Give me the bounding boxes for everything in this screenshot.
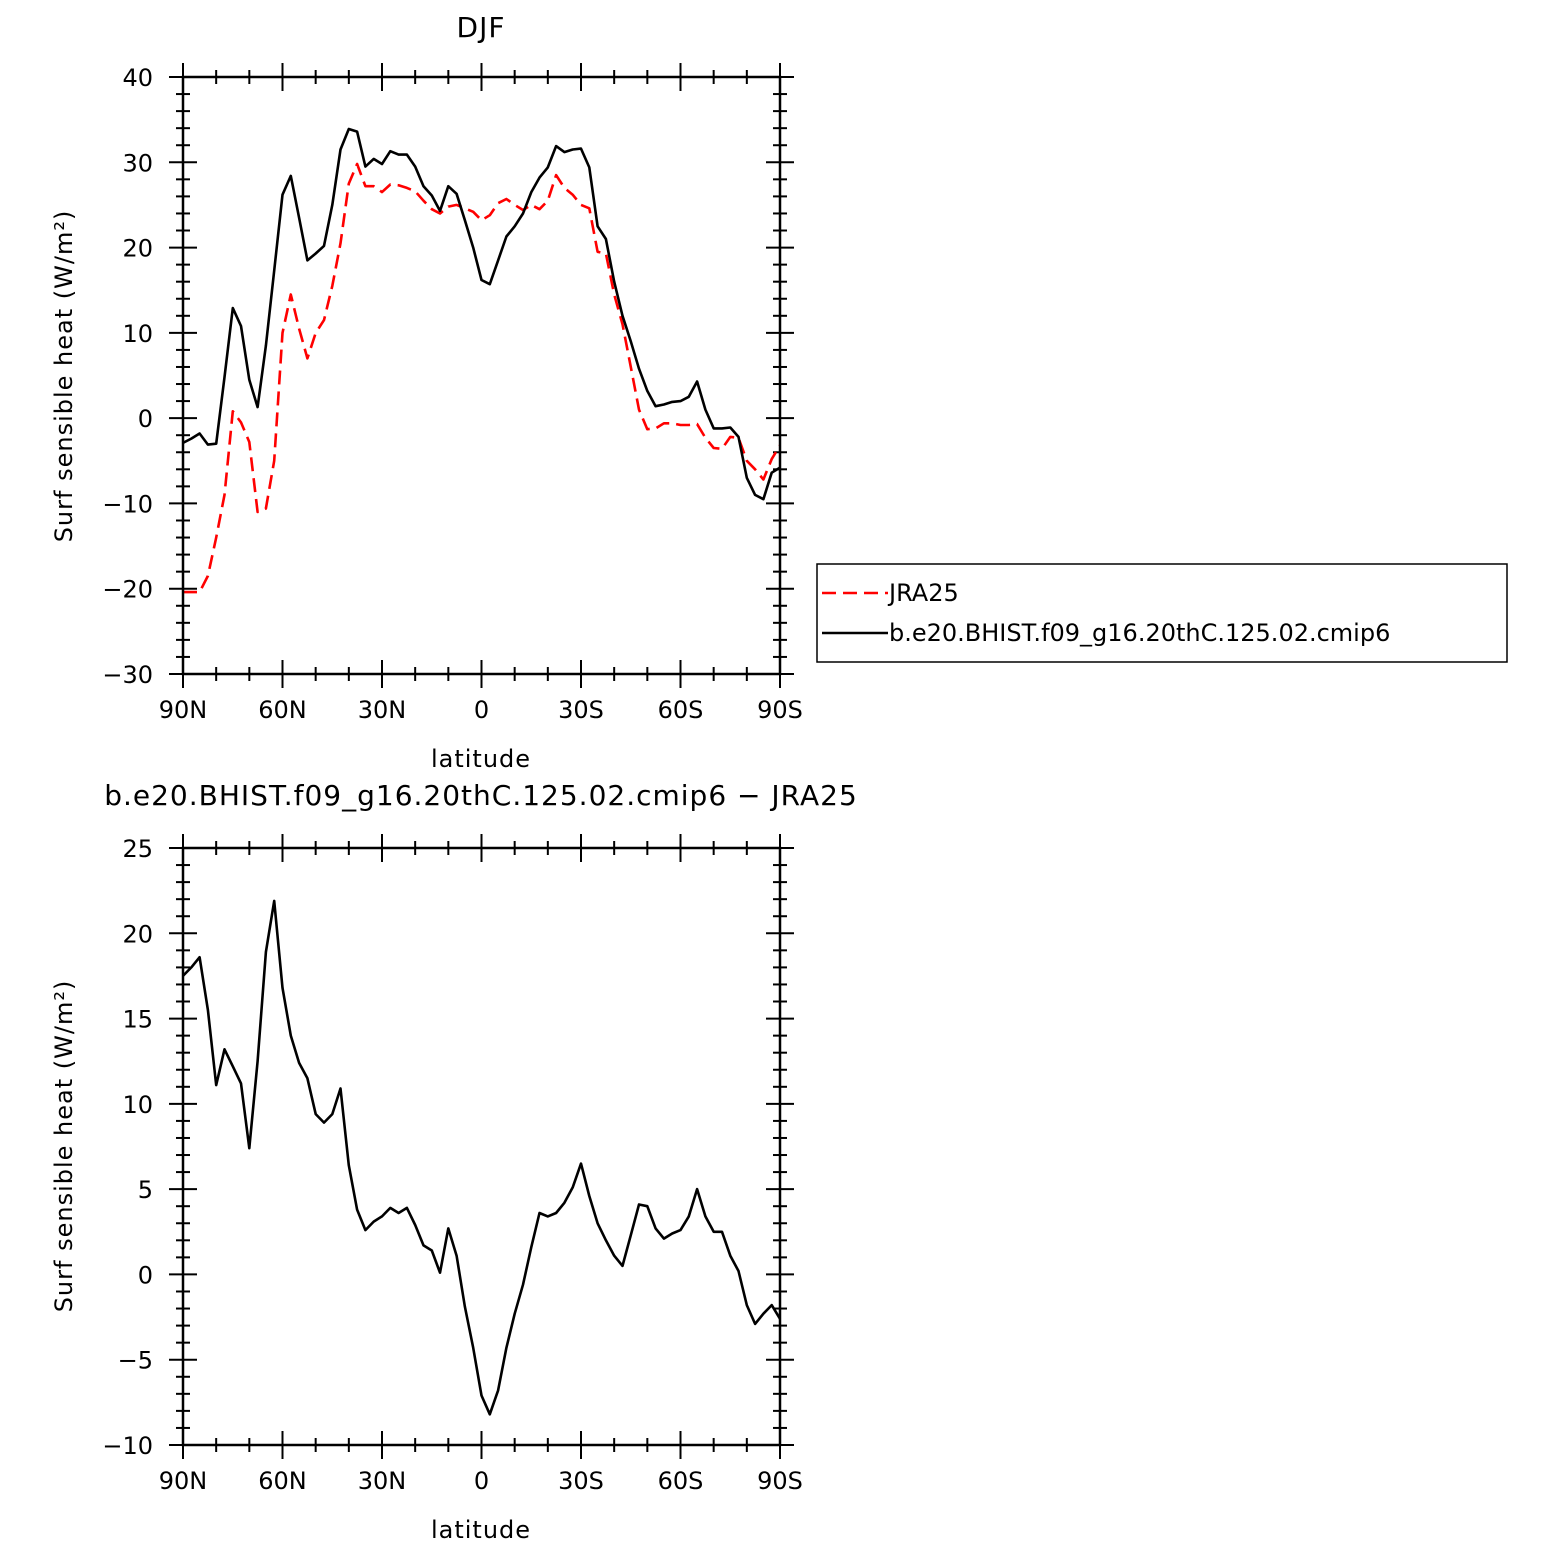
x-axis-label: latitude bbox=[431, 745, 531, 773]
legend-box bbox=[816, 563, 1508, 663]
x-tick-label: 90N bbox=[159, 696, 208, 724]
x-tick-label: 0 bbox=[474, 1467, 489, 1495]
x-tick-label: 90N bbox=[159, 1467, 208, 1495]
y-tick-label: 20 bbox=[122, 920, 153, 948]
y-tick-label: 0 bbox=[138, 1261, 153, 1289]
plot-frame bbox=[181, 75, 782, 676]
x-tick-label: 60S bbox=[658, 696, 704, 724]
y-tick-label: 0 bbox=[138, 405, 153, 433]
y-tick-label: −10 bbox=[102, 1432, 153, 1460]
y-tick-label: −5 bbox=[118, 1347, 153, 1375]
chart-panel-djf: DJF Surf sensible heat (W/m²) latitude 4… bbox=[50, 11, 803, 773]
series-lines bbox=[182, 127, 782, 594]
y-tick-label: 20 bbox=[122, 235, 153, 263]
chart-panel-difference: b.e20.BHIST.f09_g16.20thC.125.02.cmip6 −… bbox=[50, 779, 858, 1544]
y-tick-label: −30 bbox=[102, 661, 153, 689]
y-tick-label: 30 bbox=[122, 149, 153, 177]
x-tick-label: 60S bbox=[658, 1467, 704, 1495]
x-tick-label: 60N bbox=[258, 696, 307, 724]
series-line-difference bbox=[182, 899, 782, 1416]
x-tick-label: 90S bbox=[757, 1467, 803, 1495]
x-tick-label: 60N bbox=[258, 1467, 307, 1495]
chart-title: b.e20.BHIST.f09_g16.20thC.125.02.cmip6 −… bbox=[104, 779, 858, 812]
y-tick-label: −20 bbox=[102, 576, 153, 604]
x-tick-label: 0 bbox=[474, 696, 489, 724]
y-axis-label: Surf sensible heat (W/m²) bbox=[50, 980, 78, 1313]
x-axis-label: latitude bbox=[431, 1516, 531, 1544]
series-line-jra25 bbox=[183, 162, 782, 594]
x-tick-label: 90S bbox=[757, 696, 803, 724]
plot-frame bbox=[181, 846, 782, 1447]
legend-label-model: b.e20.BHIST.f09_g16.20thC.125.02.cmip6 bbox=[889, 619, 1390, 647]
legend: JRA25 b.e20.BHIST.f09_g16.20thC.125.02.c… bbox=[816, 563, 1508, 663]
y-tick-label: 15 bbox=[122, 1006, 153, 1034]
y-axis-label: Surf sensible heat (W/m²) bbox=[50, 210, 78, 543]
y-tick-label: −10 bbox=[102, 490, 153, 518]
y-tick-label: 10 bbox=[122, 320, 153, 348]
y-tick-label: 25 bbox=[122, 835, 153, 863]
y-tick-label: 10 bbox=[122, 1091, 153, 1119]
y-tick-label: 5 bbox=[138, 1176, 153, 1204]
series-lines bbox=[182, 899, 782, 1416]
series-line-b-e20-bhist-f09-g16-20thc-125-02-cmip6 bbox=[182, 127, 781, 501]
chart-title: DJF bbox=[457, 11, 506, 44]
x-tick-label: 30S bbox=[558, 1467, 604, 1495]
x-tick-label: 30S bbox=[558, 696, 604, 724]
x-tick-label: 30N bbox=[358, 696, 407, 724]
legend-label-jra25: JRA25 bbox=[887, 579, 959, 607]
x-tick-label: 30N bbox=[358, 1467, 407, 1495]
y-tick-label: 40 bbox=[122, 64, 153, 92]
